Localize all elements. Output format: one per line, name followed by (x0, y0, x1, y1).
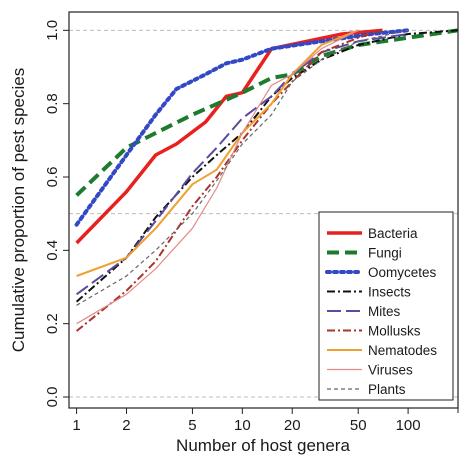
legend-label-nematodes: Nematodes (368, 343, 437, 358)
series-line-viruses (76, 29, 359, 325)
series-line-oomycetes (74, 28, 411, 227)
series-line-plants (76, 29, 409, 306)
legend-label-mollusks: Mollusks (368, 324, 421, 339)
legend: Bacteria Fungi Oomycetes Insects Mites Mollus… (318, 211, 454, 401)
legend-label-viruses: Viruses (368, 363, 413, 378)
legend-label-mites: Mites (368, 304, 401, 319)
legend-label-bacteria: Bacteria (368, 226, 418, 241)
y-tick-label: 0.6 (44, 167, 61, 188)
legend-label-plants: Plants (368, 382, 406, 397)
series-line-fungi (75, 28, 459, 197)
series-line-bacteria (75, 28, 383, 245)
x-axis: 1 2 5 10 20 50 100 (72, 408, 459, 434)
x-tick-label: 50 (350, 417, 367, 434)
legend-label-insects: Insects (368, 285, 411, 300)
legend-label-oomycetes: Oomycetes (368, 265, 437, 280)
y-tick-label: 1.0 (44, 20, 61, 41)
plot-frame (68, 11, 459, 409)
x-tick-label: 20 (284, 417, 301, 434)
x-tick-label: 100 (396, 417, 421, 434)
y-axis: 0.0 0.2 0.4 0.6 0.8 1.0 (44, 20, 69, 408)
series-line-nematodes (76, 29, 359, 277)
x-axis-title: Number of host genera (176, 436, 350, 455)
series-lines (74, 28, 459, 332)
series-line-insects (75, 29, 459, 303)
x-tick-label: 5 (188, 417, 196, 434)
x-tick-label: 1 (72, 417, 80, 434)
legend-label-fungi: Fungi (368, 246, 402, 261)
y-tick-label: 0.2 (44, 313, 61, 334)
legend-box (318, 211, 454, 401)
x-tick-label: 2 (122, 417, 130, 434)
y-tick-label: 0.0 (44, 387, 61, 408)
x-tick-label: 10 (234, 417, 251, 434)
y-tick-label: 0.8 (44, 93, 61, 114)
y-tick-label: 0.4 (44, 240, 61, 261)
series-line-mollusks (75, 29, 383, 332)
y-axis-title: Cumulative proportion of pest species (9, 68, 28, 352)
